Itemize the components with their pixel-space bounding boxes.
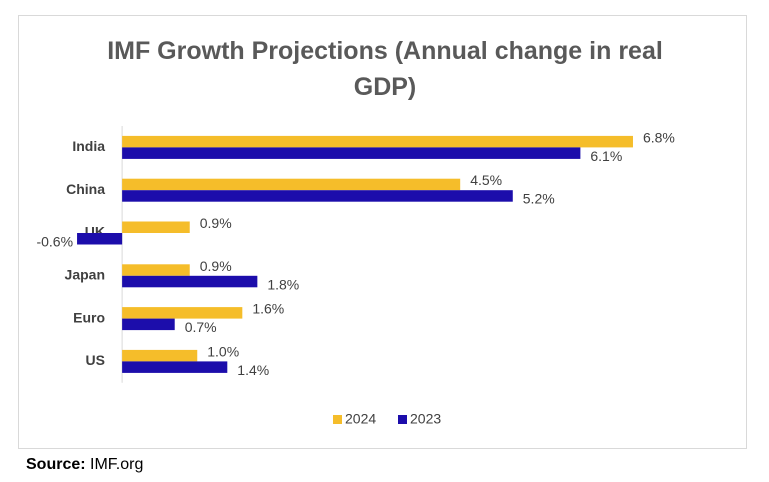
y-tick-label: Euro <box>73 309 105 325</box>
bar <box>122 221 190 233</box>
data-label: 6.8% <box>643 129 675 145</box>
legend-label: 2024 <box>345 411 376 427</box>
data-label: 1.8% <box>267 276 299 292</box>
bar <box>122 147 581 159</box>
source-note: Source: IMF.org <box>26 456 143 474</box>
bar <box>122 361 228 373</box>
source-text: IMF.org <box>90 456 144 473</box>
bar <box>77 233 123 245</box>
bar <box>122 264 190 276</box>
y-tick-label: India <box>72 138 105 154</box>
legend-swatch <box>398 415 407 424</box>
bar <box>122 349 198 362</box>
bar <box>122 178 461 191</box>
data-label: 1.4% <box>237 362 269 378</box>
data-label: 4.5% <box>470 172 502 188</box>
bar <box>122 275 258 288</box>
data-label: 1.6% <box>252 301 284 317</box>
data-label: 1.0% <box>207 343 239 359</box>
chart-title: IMF Growth Projections (Annual change in… <box>107 37 663 101</box>
data-label: 0.9% <box>200 258 232 274</box>
data-label: 5.2% <box>523 191 555 207</box>
data-label: 6.1% <box>590 148 622 164</box>
y-tick-label: China <box>66 181 105 197</box>
legend-label: 2023 <box>410 411 441 427</box>
bar <box>122 318 175 331</box>
bar <box>122 135 633 148</box>
data-label: 0.9% <box>200 215 232 231</box>
y-tick-label: US <box>86 352 105 368</box>
data-label: -0.6% <box>36 233 73 249</box>
y-tick-label: Japan <box>65 267 105 283</box>
data-label: 0.7% <box>185 319 217 335</box>
legend-swatch <box>333 415 342 424</box>
source-label: Source: <box>26 456 86 473</box>
chart-frame <box>18 15 747 449</box>
bar <box>122 307 243 319</box>
bar <box>122 190 513 202</box>
